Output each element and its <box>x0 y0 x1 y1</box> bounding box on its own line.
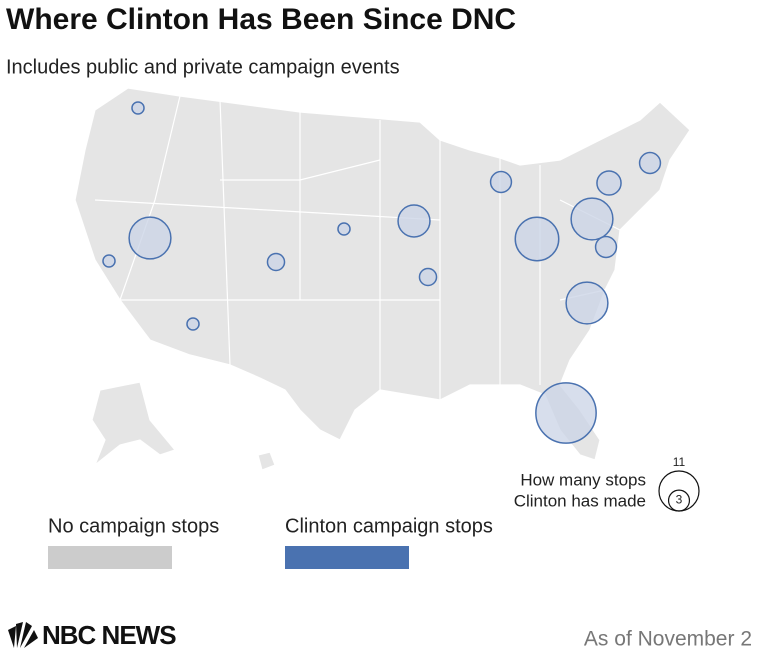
color-legend-swatch <box>48 546 172 569</box>
subtitle: Includes public and private campaign eve… <box>6 56 400 78</box>
color-legend-swatch <box>285 546 409 569</box>
color-legend: No campaign stops Clinton campaign stops <box>48 515 493 569</box>
hawaii <box>257 451 276 471</box>
stop-bubble <box>565 281 609 325</box>
stop-bubble <box>596 170 622 196</box>
color-legend-label: No campaign stops <box>48 515 219 537</box>
stop-bubble <box>570 197 614 241</box>
size-legend-text: Clinton has made <box>514 491 646 510</box>
stop-bubble <box>418 267 438 287</box>
size-legend-text: How many stops <box>520 470 646 489</box>
lower-48 <box>74 87 691 461</box>
alaska <box>91 381 177 467</box>
title: Where Clinton Has Been Since DNC <box>6 3 516 36</box>
size-legend-value: 11 <box>673 455 686 469</box>
stop-bubble <box>128 216 172 260</box>
size-legend: How many stops Clinton has made 11 3 <box>514 455 700 512</box>
stop-bubble <box>489 170 513 194</box>
logo-text: NBC NEWS <box>42 620 176 650</box>
stop-bubble <box>397 204 431 238</box>
stop-bubble <box>535 382 597 444</box>
stop-bubble <box>638 151 662 175</box>
nbc-logo-icon <box>8 622 38 648</box>
size-legend-circle <box>667 489 691 512</box>
size-legend-value: 3 <box>676 493 683 507</box>
us-map <box>74 87 691 471</box>
bubbles <box>102 101 662 444</box>
as-of-note: As of November 2 <box>584 628 752 651</box>
stop-bubble <box>102 254 116 268</box>
stop-bubble <box>594 235 618 259</box>
stop-bubble <box>337 222 351 236</box>
stop-bubble <box>266 252 286 272</box>
stop-bubble <box>514 216 560 262</box>
stop-bubble <box>131 101 145 115</box>
stop-bubble <box>186 317 200 331</box>
color-legend-label: Clinton campaign stops <box>285 515 493 537</box>
